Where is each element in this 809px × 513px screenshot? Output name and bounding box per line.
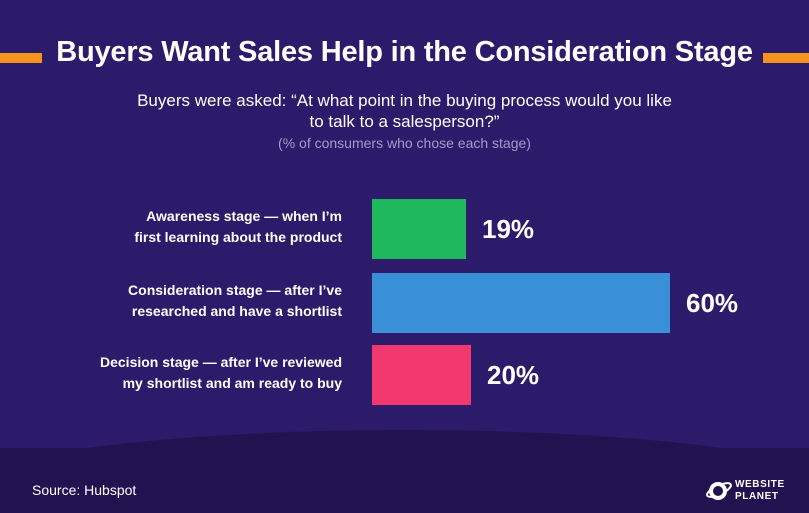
category-label-line-1: Decision stage — after I’ve reviewed [100,354,342,370]
category-label-awareness: Awareness stage — when I’m first learning… [22,206,342,248]
logo-line-1: WEBSITE [735,479,785,490]
logo-line-2: PLANET [735,491,779,502]
planet-icon [706,482,732,500]
category-label-consideration: Consideration stage — after I’ve research… [22,280,342,322]
footer-band [0,448,809,513]
source-text: Source: Hubspot [32,482,137,498]
chart-note: (% of consumers who chose each stage) [278,135,531,151]
accent-bar-right [763,53,809,63]
logo-text: WEBSITE PLANET [735,479,785,503]
category-label-line-2: first learning about the product [134,229,342,245]
website-planet-logo: WEBSITE PLANET [705,476,795,506]
subtitle-line-1: Buyers were asked: “At what point in the… [137,91,672,110]
chart-subtitle: Buyers were asked: “At what point in the… [100,90,709,132]
bar-awareness [372,199,466,259]
category-label-line-1: Awareness stage — when I’m [146,208,342,224]
category-label-line-1: Consideration stage — after I’ve [128,282,342,298]
category-label-decision: Decision stage — after I’ve reviewed my s… [22,352,342,394]
category-label-line-2: my shortlist and am ready to buy [122,375,342,391]
subtitle-line-2: to talk to a salesperson?” [309,112,500,131]
bar-decision [372,345,471,405]
chart-title: Buyers Want Sales Help in the Considerat… [56,36,753,68]
value-label-consideration: 60% [686,288,739,318]
bar-consideration [372,273,670,333]
category-label-line-2: researched and have a shortlist [131,303,342,319]
value-label-decision: 20% [487,360,540,390]
accent-bar-left [0,53,42,63]
value-label-awareness: 19% [482,214,535,244]
